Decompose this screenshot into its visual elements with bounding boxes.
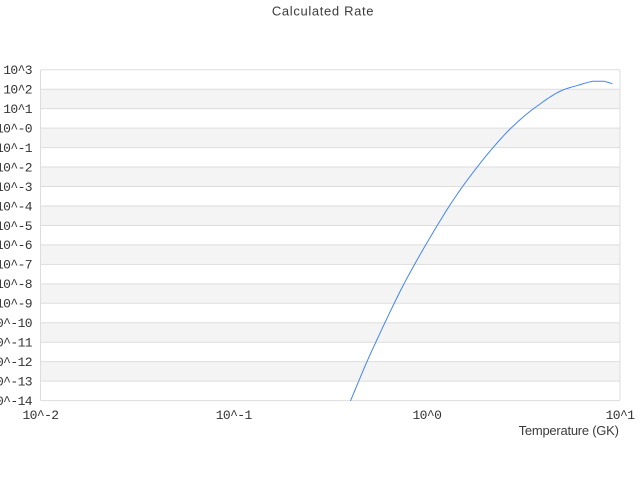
svg-text:10^-0: 10^-0 xyxy=(0,121,32,136)
svg-text:10^-1: 10^-1 xyxy=(0,141,33,156)
svg-text:10^-9: 10^-9 xyxy=(0,297,32,312)
svg-text:10^-4: 10^-4 xyxy=(0,199,33,214)
svg-text:10^-13: 10^-13 xyxy=(0,374,32,389)
svg-text:10^3: 10^3 xyxy=(3,63,32,78)
svg-text:10^2: 10^2 xyxy=(3,83,32,98)
svg-text:10^1: 10^1 xyxy=(606,408,636,423)
svg-text:Calculated Rate: Calculated Rate xyxy=(272,4,374,19)
svg-text:10^-2: 10^-2 xyxy=(0,160,32,175)
svg-text:10^-2: 10^-2 xyxy=(22,408,58,423)
svg-text:10^-14: 10^-14 xyxy=(0,394,33,409)
svg-text:10^-12: 10^-12 xyxy=(0,355,32,370)
svg-text:10^0: 10^0 xyxy=(412,408,441,423)
svg-text:10^-6: 10^-6 xyxy=(0,238,32,253)
svg-text:10^-7: 10^-7 xyxy=(0,258,32,273)
svg-text:10^-8: 10^-8 xyxy=(0,277,32,292)
svg-text:10^-3: 10^-3 xyxy=(0,180,32,195)
svg-text:10^-1: 10^-1 xyxy=(216,408,253,423)
svg-text:10^-11: 10^-11 xyxy=(0,336,33,351)
svg-text:10^1: 10^1 xyxy=(3,102,33,117)
svg-text:10^-5: 10^-5 xyxy=(0,219,32,234)
svg-text:Temperature (GK): Temperature (GK) xyxy=(519,423,619,438)
svg-text:10^-10: 10^-10 xyxy=(0,316,32,331)
